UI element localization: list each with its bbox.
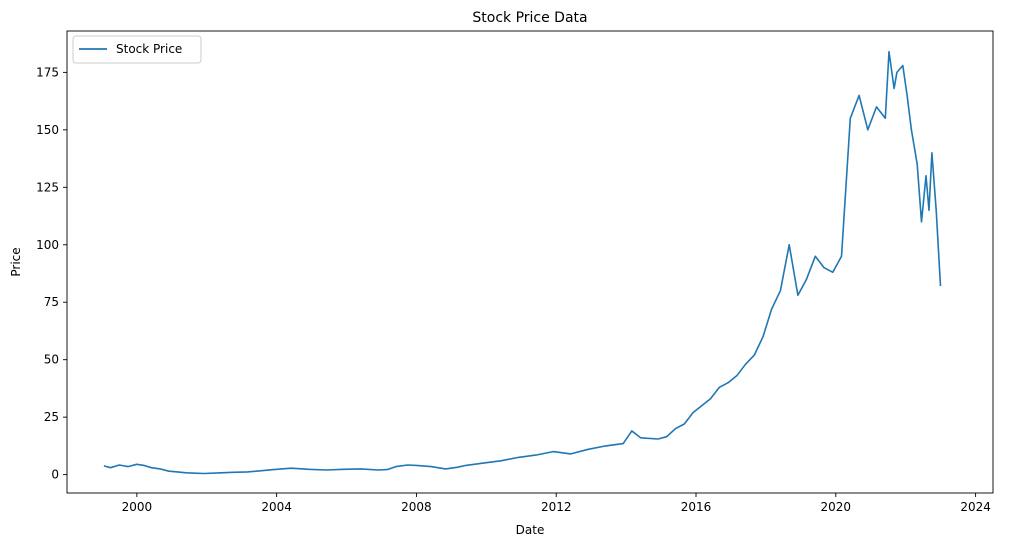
y-tick-label: 125 <box>36 180 59 194</box>
y-tick-label: 0 <box>51 468 59 482</box>
y-axis: 0 25 50 75 100 125 150 175 <box>36 65 67 482</box>
x-tick-label: 2016 <box>681 500 712 514</box>
series-line-stock-price <box>103 50 942 475</box>
y-tick-label: 100 <box>36 238 59 252</box>
y-tick-label: 175 <box>36 65 59 79</box>
series-layer <box>103 50 942 475</box>
y-axis-label: Price <box>9 247 23 276</box>
x-tick-label: 2000 <box>122 500 153 514</box>
y-tick-label: 25 <box>44 410 59 424</box>
x-tick-label: 2012 <box>541 500 572 514</box>
plot-frame <box>66 30 994 494</box>
legend: Stock Price <box>72 35 202 64</box>
legend-box <box>72 35 202 64</box>
y-tick-label: 150 <box>36 123 59 137</box>
x-tick-label: 2004 <box>261 500 292 514</box>
x-tick-label: 2024 <box>960 500 991 514</box>
x-axis-label: Date <box>516 523 545 537</box>
y-tick-label: 50 <box>44 353 59 367</box>
x-tick-label: 2020 <box>821 500 852 514</box>
y-tick-label: 75 <box>44 295 59 309</box>
chart-title: Stock Price Data <box>472 10 587 26</box>
x-tick-label: 2008 <box>401 500 432 514</box>
x-axis: 2000 2004 2008 2012 2016 2020 2024 <box>122 493 991 514</box>
legend-label: Stock Price <box>116 42 182 56</box>
